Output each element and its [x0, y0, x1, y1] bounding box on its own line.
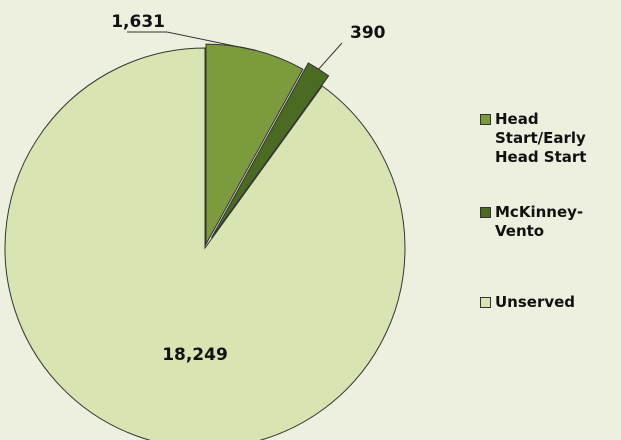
leader-line — [127, 31, 257, 51]
legend: Head Start/Early Head Start McKinney-Vent… — [480, 110, 621, 312]
pie-slice — [210, 62, 330, 239]
data-label: 390 — [350, 23, 386, 43]
leader-line — [318, 42, 343, 70]
legend-label: Unserved — [495, 293, 576, 311]
legend-item: McKinney-Vento — [480, 203, 621, 241]
legend-label: Head Start/Early Head Start — [495, 110, 587, 166]
legend-item: Head Start/Early Head Start — [480, 110, 621, 167]
pie-slice — [4, 47, 406, 440]
data-label: 1,631 — [111, 12, 165, 32]
legend-swatch — [480, 114, 491, 125]
legend-item: Unserved — [480, 293, 621, 312]
data-label: 18,249 — [162, 345, 228, 365]
legend-swatch — [480, 297, 491, 308]
legend-label: McKinney-Vento — [495, 203, 584, 240]
legend-swatch — [480, 207, 491, 218]
